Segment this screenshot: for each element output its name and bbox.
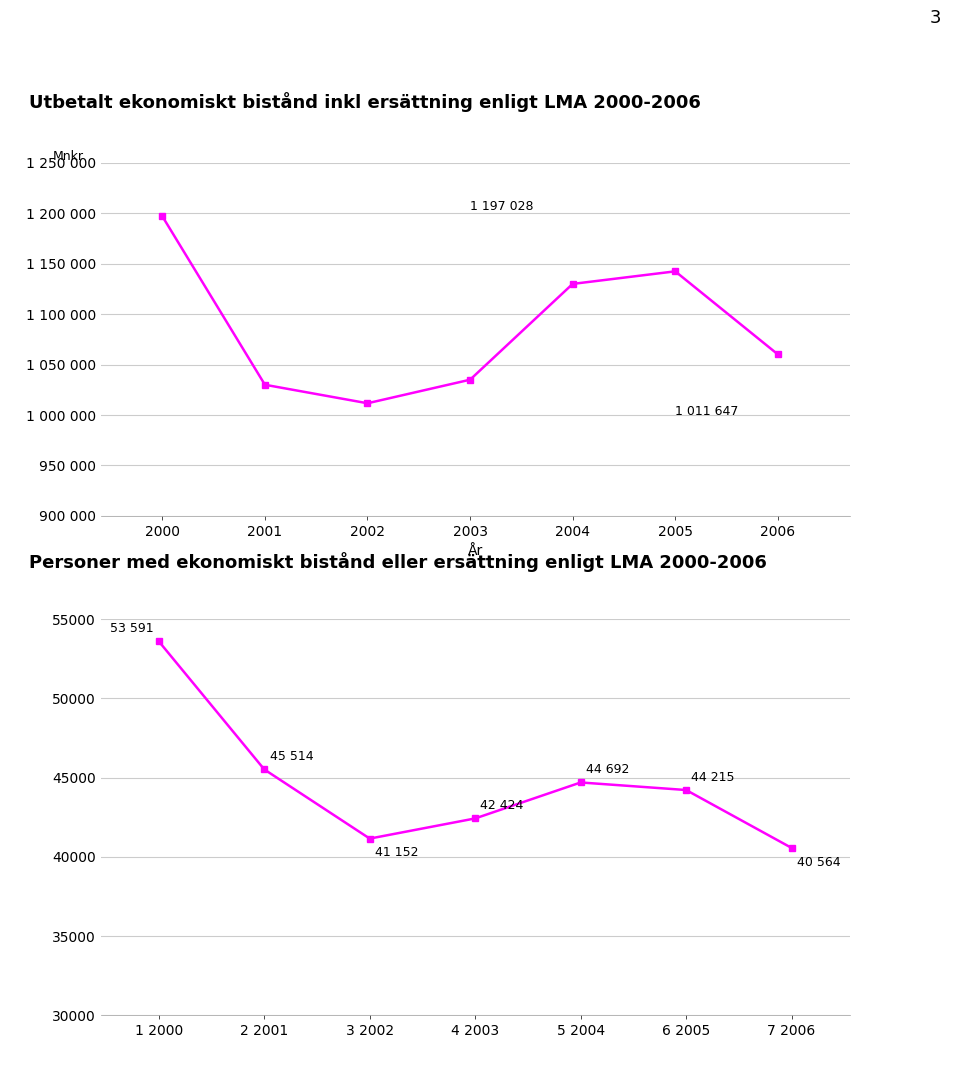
Text: 53 591: 53 591: [109, 622, 154, 635]
Text: 41 152: 41 152: [375, 846, 419, 859]
Text: 42 424: 42 424: [480, 799, 524, 812]
Text: 40 564: 40 564: [797, 856, 841, 869]
X-axis label: År: År: [468, 544, 483, 558]
Text: 3: 3: [929, 9, 941, 27]
Text: 1 197 028: 1 197 028: [470, 200, 534, 213]
Text: 45 514: 45 514: [270, 750, 313, 763]
Text: Utbetalt ekonomiskt bistånd inkl ersättning enligt LMA 2000-2006: Utbetalt ekonomiskt bistånd inkl ersättn…: [29, 92, 701, 112]
Text: Personer med ekonomiskt bistånd eller ersättning enligt LMA 2000-2006: Personer med ekonomiskt bistånd eller er…: [29, 552, 767, 571]
Text: 1 011 647: 1 011 647: [675, 405, 738, 418]
Text: 44 692: 44 692: [586, 763, 630, 776]
Text: Mnkr: Mnkr: [53, 150, 84, 163]
Text: 44 215: 44 215: [691, 771, 735, 784]
